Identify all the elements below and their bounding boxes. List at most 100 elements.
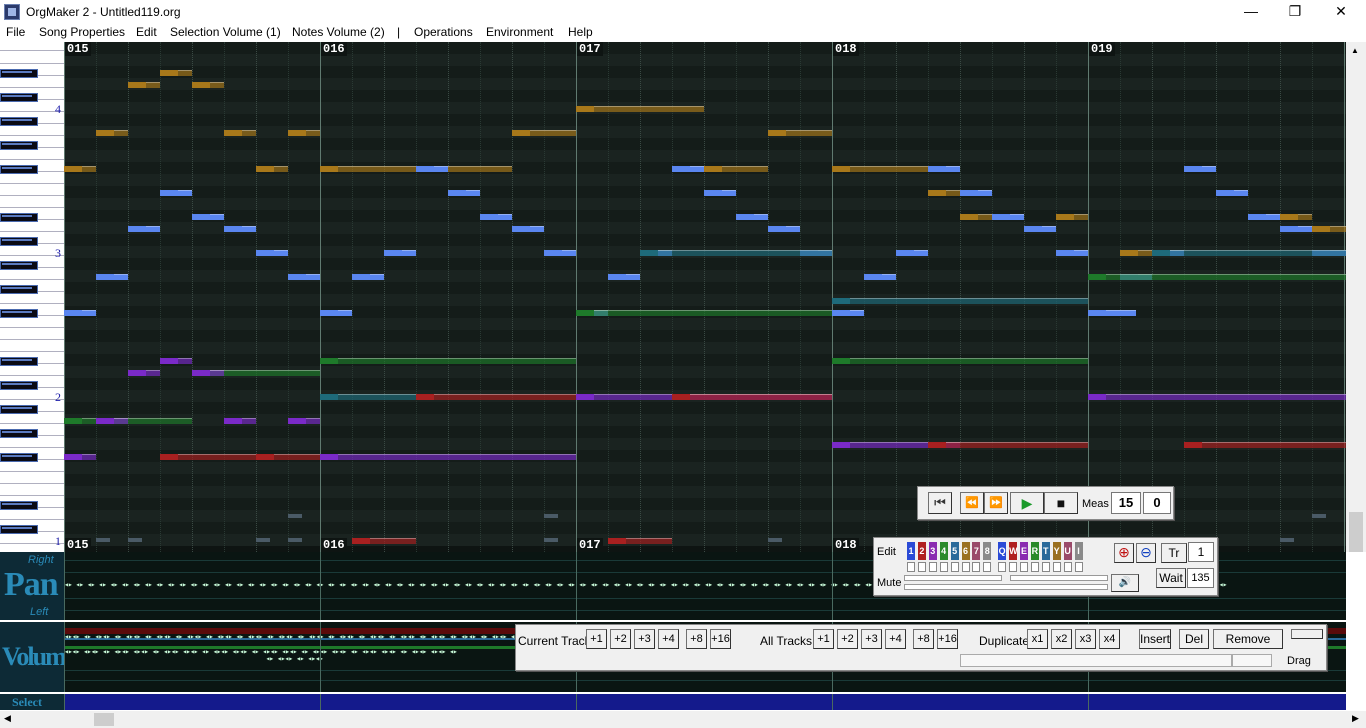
black-key[interactable] [0, 429, 38, 438]
mute-checkbox-7[interactable] [972, 562, 981, 572]
scroll-left-arrow-icon[interactable]: ◀ [4, 713, 11, 723]
current-track-plus4[interactable]: +4 [658, 629, 679, 649]
track-button-w[interactable]: W [1009, 542, 1018, 560]
track-button-2[interactable]: 2 [917, 542, 926, 560]
note-blue[interactable] [416, 166, 448, 172]
remove-button[interactable]: Remove [1213, 629, 1283, 649]
tr-value[interactable]: 1 [1188, 542, 1214, 562]
note-blue[interactable] [224, 226, 256, 232]
note-blue[interactable] [864, 274, 896, 280]
track-button-u[interactable]: U [1063, 542, 1072, 560]
note-blue[interactable] [256, 250, 288, 256]
note-purple[interactable] [192, 370, 224, 376]
wait-button[interactable]: Wait [1156, 568, 1186, 588]
black-key[interactable] [0, 381, 38, 390]
all-tracks-plus4[interactable]: +4 [885, 629, 906, 649]
note-blue[interactable] [672, 166, 704, 172]
white-key[interactable] [0, 183, 64, 184]
meas-value[interactable]: 15 [1111, 492, 1141, 514]
track-button-7[interactable]: 7 [972, 542, 981, 560]
white-key[interactable] [0, 87, 64, 88]
track-button-e[interactable]: E [1020, 542, 1028, 560]
white-key[interactable] [0, 423, 64, 424]
white-key[interactable] [0, 447, 64, 448]
note-gold[interactable] [512, 130, 576, 136]
note-red[interactable] [160, 454, 256, 460]
tr-button[interactable]: Tr [1161, 543, 1187, 563]
note-blue[interactable] [1216, 190, 1248, 196]
track-button-3[interactable]: 3 [928, 542, 937, 560]
note-blue[interactable] [64, 310, 96, 316]
note-green[interactable] [64, 418, 192, 424]
note-blue[interactable] [928, 166, 960, 172]
note-blue[interactable] [736, 214, 768, 220]
note-blue[interactable] [608, 274, 640, 280]
note-blue[interactable] [896, 250, 928, 256]
note-gold[interactable] [64, 166, 96, 172]
black-key[interactable] [0, 69, 38, 78]
del-button[interactable]: Del [1179, 629, 1209, 649]
note-gold[interactable] [1280, 214, 1312, 220]
note-red[interactable] [1184, 442, 1346, 448]
menu-edit[interactable]: Edit [136, 25, 157, 39]
track-button-q[interactable]: Q [998, 542, 1007, 560]
current-track-plus2[interactable]: +2 [610, 629, 631, 649]
note-teal[interactable] [1152, 250, 1346, 256]
note-blue[interactable] [96, 274, 128, 280]
insert-button[interactable]: Insert [1139, 629, 1171, 649]
vertical-scroll-thumb[interactable] [1349, 512, 1363, 552]
mute-checkbox-2[interactable] [917, 562, 926, 572]
select-lane[interactable] [64, 694, 1346, 710]
beat-value[interactable]: 0 [1143, 492, 1171, 514]
sound-icon[interactable]: 🔊 [1111, 574, 1139, 592]
track-button-4[interactable]: 4 [939, 542, 948, 560]
white-key[interactable] [0, 231, 64, 232]
track-button-6[interactable]: 6 [961, 542, 970, 560]
note-gold[interactable] [224, 130, 256, 136]
white-key[interactable] [0, 303, 64, 304]
mute-checkbox-u[interactable] [1063, 562, 1072, 572]
note-teal[interactable] [320, 394, 416, 400]
mute-checkbox-y[interactable] [1052, 562, 1061, 572]
scroll-right-arrow-icon[interactable]: ▶ [1352, 713, 1359, 723]
note-red[interactable] [928, 442, 1088, 448]
piano-roll[interactable]: 015015016016017017018018019019 [64, 42, 1346, 552]
white-key[interactable] [0, 255, 64, 256]
note-blue[interactable] [128, 226, 160, 232]
duplicate-x4[interactable]: x4 [1099, 629, 1120, 649]
close-button[interactable]: ✕ [1335, 3, 1347, 19]
white-key[interactable] [0, 195, 64, 196]
note-gold[interactable] [832, 166, 928, 172]
note-blue[interactable] [512, 226, 544, 232]
duplicate-x1[interactable]: x1 [1027, 629, 1048, 649]
track-button-t[interactable]: T [1041, 542, 1050, 560]
current-track-plus3[interactable]: +3 [634, 629, 655, 649]
black-key[interactable] [0, 285, 38, 294]
note-gold[interactable] [96, 130, 128, 136]
play-icon[interactable]: ▶ [1010, 492, 1044, 514]
wait-value[interactable]: 135 [1187, 568, 1214, 588]
white-key[interactable] [0, 339, 64, 340]
note-purple[interactable] [160, 358, 192, 364]
note-gold[interactable] [256, 166, 288, 172]
note-blue[interactable] [352, 274, 384, 280]
maximize-button[interactable]: ❐ [1288, 3, 1302, 19]
note-blue[interactable] [1184, 166, 1216, 172]
current-track-plus16[interactable]: +16 [710, 629, 731, 649]
note-blue[interactable] [992, 214, 1024, 220]
menu-environment[interactable]: Environment [486, 25, 554, 39]
note-teal[interactable] [640, 250, 832, 256]
black-key[interactable] [0, 237, 38, 246]
note-blue[interactable] [384, 250, 416, 256]
menu-file[interactable]: File [6, 25, 26, 39]
black-key[interactable] [0, 525, 38, 534]
all-tracks-plus16[interactable]: +16 [937, 629, 958, 649]
horizontal-scrollbar[interactable]: ◀ ▶ [0, 711, 1366, 728]
note-purple[interactable] [96, 418, 128, 424]
note-gold[interactable] [160, 70, 192, 76]
mute-checkbox-5[interactable] [950, 562, 959, 572]
white-key[interactable] [0, 495, 64, 496]
note-teal[interactable] [832, 298, 1088, 304]
black-key[interactable] [0, 93, 38, 102]
white-key[interactable] [0, 543, 64, 544]
